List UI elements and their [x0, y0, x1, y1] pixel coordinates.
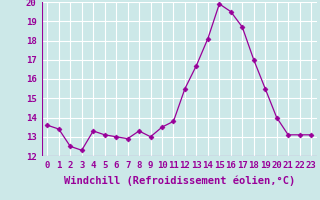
X-axis label: Windchill (Refroidissement éolien,°C): Windchill (Refroidissement éolien,°C)	[64, 175, 295, 186]
